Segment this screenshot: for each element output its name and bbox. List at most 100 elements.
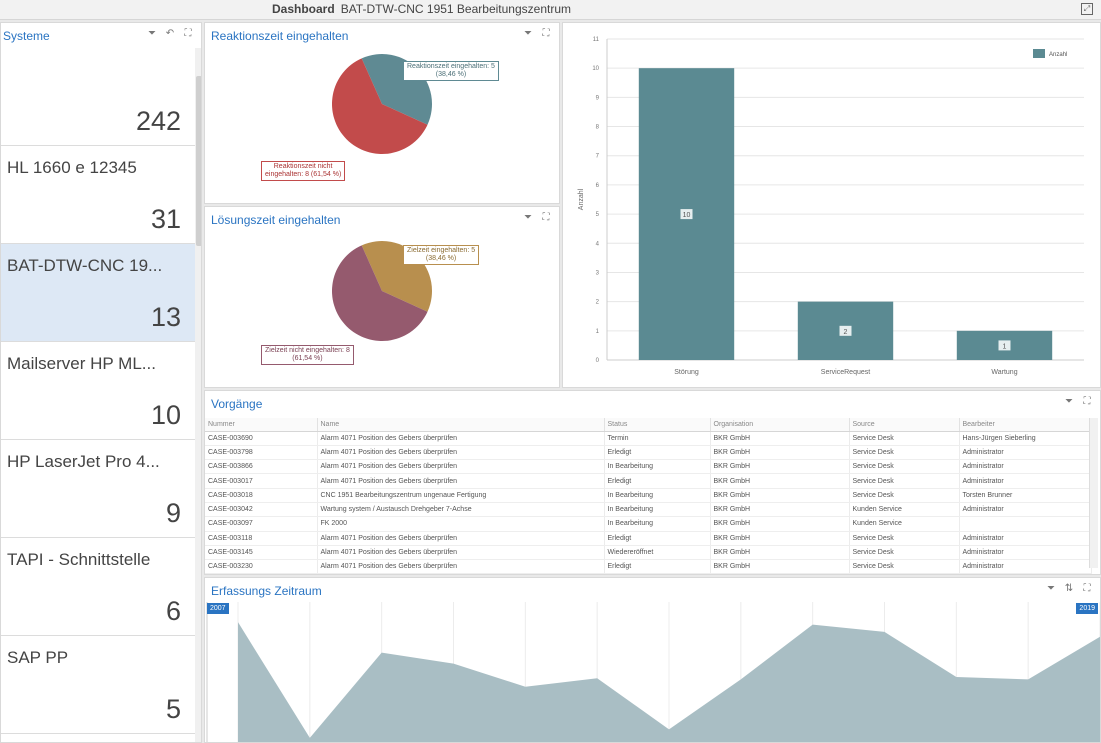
column-header[interactable]: Organisation bbox=[710, 418, 850, 432]
system-count: 31 bbox=[150, 204, 181, 234]
table-cell: Administrator bbox=[959, 459, 1092, 475]
table-row[interactable]: CASE-003017 Alarm 4071 Position des Geber… bbox=[205, 473, 1092, 489]
system-list-item[interactable]: Mailserver HP ML... 10 bbox=[1, 342, 195, 440]
table-cell: Erledigt bbox=[604, 531, 711, 546]
table-cell: Service Desk bbox=[849, 559, 960, 574]
x-tick-label: ServiceRequest bbox=[821, 369, 870, 376]
table-cell: BKR GmbH bbox=[710, 531, 850, 546]
table-cell: CASE-003690 bbox=[205, 431, 318, 446]
table-row[interactable]: CASE-003018 CNC 1951 Bearbeitungszentrum … bbox=[205, 488, 1092, 503]
table-cell: Alarm 4071 Position des Gebers überprüfe… bbox=[317, 445, 605, 461]
data-label: 2 bbox=[844, 329, 848, 336]
system-count: 9 bbox=[165, 498, 181, 528]
pie-label-loesung-nicht-eingehalten: Zielzeit nicht eingehalten: 8 (61,54 %) bbox=[261, 345, 354, 365]
table-row[interactable]: CASE-003118 Alarm 4071 Position des Geber… bbox=[205, 531, 1092, 546]
legend-label: Anzahl bbox=[1049, 52, 1067, 58]
systeme-scrollbar[interactable] bbox=[195, 48, 201, 742]
table-cell: BKR GmbH bbox=[710, 559, 850, 574]
table-cell: CASE-003798 bbox=[205, 445, 318, 461]
range-end-handle[interactable]: 2019 bbox=[1076, 603, 1098, 614]
systeme-panel: Systeme ⏷ ↶ ⛶ 242 HL 1660 e 12345 31 BAT-DT… bbox=[0, 22, 202, 743]
y-tick-label: 3 bbox=[596, 270, 600, 276]
table-cell: BKR GmbH bbox=[710, 516, 850, 532]
system-list-item[interactable]: HP LaserJet Pro 4... 9 bbox=[1, 440, 195, 538]
pie-label-reaktion-eingehalten: Reaktionszeit eingehalten: 5 (38,46 %) bbox=[403, 61, 499, 81]
table-row[interactable]: CASE-003866 Alarm 4071 Position des Geber… bbox=[205, 459, 1092, 475]
system-name: HL 1660 e 12345 bbox=[7, 158, 137, 177]
column-header[interactable]: Nummer bbox=[205, 418, 318, 432]
maximize-icon[interactable]: ⛶ bbox=[1083, 396, 1091, 407]
column-header[interactable]: Status bbox=[604, 418, 711, 432]
data-label: 1 bbox=[1003, 343, 1007, 350]
maximize-icon[interactable]: ⛶ bbox=[1083, 583, 1091, 594]
column-header[interactable]: Source bbox=[849, 418, 960, 432]
system-list-item[interactable]: TAPI - Schnittstelle 6 bbox=[1, 538, 195, 636]
table-cell: Erledigt bbox=[604, 473, 711, 489]
area-chart bbox=[206, 602, 1100, 743]
window-titlebar: Dashboard BAT-DTW-CNC 1951 Bearbeitungsze… bbox=[0, 0, 1101, 20]
table-cell: Service Desk bbox=[849, 445, 960, 461]
table-cell: Alarm 4071 Position des Gebers überprüfe… bbox=[317, 431, 605, 446]
table-cell: BKR GmbH bbox=[710, 545, 850, 561]
maximize-icon[interactable]: ⛶ bbox=[184, 28, 192, 39]
y-tick-label: 5 bbox=[596, 212, 600, 218]
undo-icon[interactable]: ↶ bbox=[165, 28, 175, 39]
legend-swatch bbox=[1033, 49, 1045, 58]
table-cell: Administrator bbox=[959, 445, 1092, 461]
x-tick-label: Wartung bbox=[991, 369, 1017, 376]
pie-label-loesung-eingehalten: Zielzeit eingehalten: 5 (38,46 %) bbox=[403, 245, 480, 265]
table-row[interactable]: CASE-003145 Alarm 4071 Position des Geber… bbox=[205, 545, 1092, 561]
vorgaenge-panel: Vorgänge ⏷ ⛶ Nummer Name Status Organisatio… bbox=[204, 390, 1101, 575]
pie-slice[interactable] bbox=[332, 245, 428, 341]
filter-icon[interactable]: ⏷ bbox=[1065, 396, 1073, 407]
table-row[interactable]: CASE-003042 Wartung system / Austausch Dr… bbox=[205, 502, 1092, 518]
filter-icon[interactable]: ⏷ bbox=[524, 28, 532, 39]
system-name: Mailserver HP ML... bbox=[7, 354, 156, 373]
fullscreen-icon[interactable]: ⤢ bbox=[1081, 3, 1093, 15]
scrollbar-thumb[interactable] bbox=[196, 76, 201, 246]
system-list-item[interactable]: HL 1660 e 12345 31 bbox=[1, 146, 195, 244]
filter-icon[interactable]: ⏷ bbox=[1047, 583, 1055, 594]
sort-icon[interactable]: ⇅ bbox=[1064, 583, 1074, 594]
table-row[interactable]: CASE-003690 Alarm 4071 Position des Geber… bbox=[205, 431, 1092, 446]
maximize-icon[interactable]: ⛶ bbox=[542, 28, 550, 39]
system-list-item[interactable]: 242 bbox=[1, 48, 195, 146]
table-scrollbar[interactable] bbox=[1089, 418, 1098, 568]
column-header[interactable]: Bearbeiter bbox=[959, 418, 1092, 432]
table-cell: Alarm 4071 Position des Gebers überprüfe… bbox=[317, 531, 605, 546]
table-cell: Hans-Jürgen Sieberling bbox=[959, 431, 1092, 446]
column-header[interactable]: Name bbox=[317, 418, 605, 432]
filter-icon[interactable]: ⏷ bbox=[524, 212, 532, 223]
table-cell: Alarm 4071 Position des Gebers überprüfe… bbox=[317, 459, 605, 475]
filter-icon[interactable]: ⏷ bbox=[148, 28, 156, 39]
data-label-box bbox=[839, 325, 852, 336]
table-cell: Administrator bbox=[959, 559, 1092, 574]
loesung-pie-chart bbox=[332, 241, 432, 341]
table-cell: Administrator bbox=[959, 502, 1092, 518]
system-list-item[interactable]: SAP PP 5 bbox=[1, 636, 195, 734]
pie-slice[interactable] bbox=[332, 58, 428, 155]
y-tick-label: 0 bbox=[596, 358, 600, 364]
system-list-item[interactable]: BAT-DTW-CNC 19... 13 bbox=[1, 244, 195, 342]
table-cell: BKR GmbH bbox=[710, 488, 850, 503]
window-title: Dashboard BAT-DTW-CNC 1951 Bearbeitungsze… bbox=[272, 2, 571, 16]
table-cell: Kunden Service bbox=[849, 502, 960, 518]
pie-label-reaktion-nicht-eingehalten: Reaktionszeit nicht eingehalten: 8 (61,54… bbox=[261, 161, 346, 181]
table-row[interactable]: CASE-003097 FK 2000 In Bearbeitung BKR GmbH… bbox=[205, 516, 1092, 532]
table-cell: CASE-003042 bbox=[205, 502, 318, 518]
table-cell: Alarm 4071 Position des Gebers überprüfe… bbox=[317, 559, 605, 574]
y-axis-label: Anzahl bbox=[578, 188, 585, 210]
table-cell: Service Desk bbox=[849, 459, 960, 475]
table-cell: CNC 1951 Bearbeitungszentrum ungenaue Fe… bbox=[317, 488, 605, 503]
range-start-handle[interactable]: 2007 bbox=[207, 603, 229, 614]
maximize-icon[interactable]: ⛶ bbox=[542, 212, 550, 223]
system-name: SAP PP bbox=[7, 648, 69, 667]
bar-chart-panel: 0 1 2 3 4 5 6 7 8 9 10 11 Anzahl 10 Störung 2 ServiceReq… bbox=[562, 22, 1101, 388]
systeme-list: 242 HL 1660 e 12345 31 BAT-DTW-CNC 19... 13 M… bbox=[1, 48, 195, 734]
table-cell: FK 2000 bbox=[317, 516, 605, 532]
table-row[interactable]: CASE-003798 Alarm 4071 Position des Geber… bbox=[205, 445, 1092, 461]
area-series[interactable] bbox=[238, 622, 1100, 743]
system-count: 6 bbox=[165, 596, 181, 626]
table-row[interactable]: CASE-003230 Alarm 4071 Position des Geber… bbox=[205, 559, 1092, 574]
loesung-title: Lösungszeit eingehalten bbox=[211, 213, 341, 227]
